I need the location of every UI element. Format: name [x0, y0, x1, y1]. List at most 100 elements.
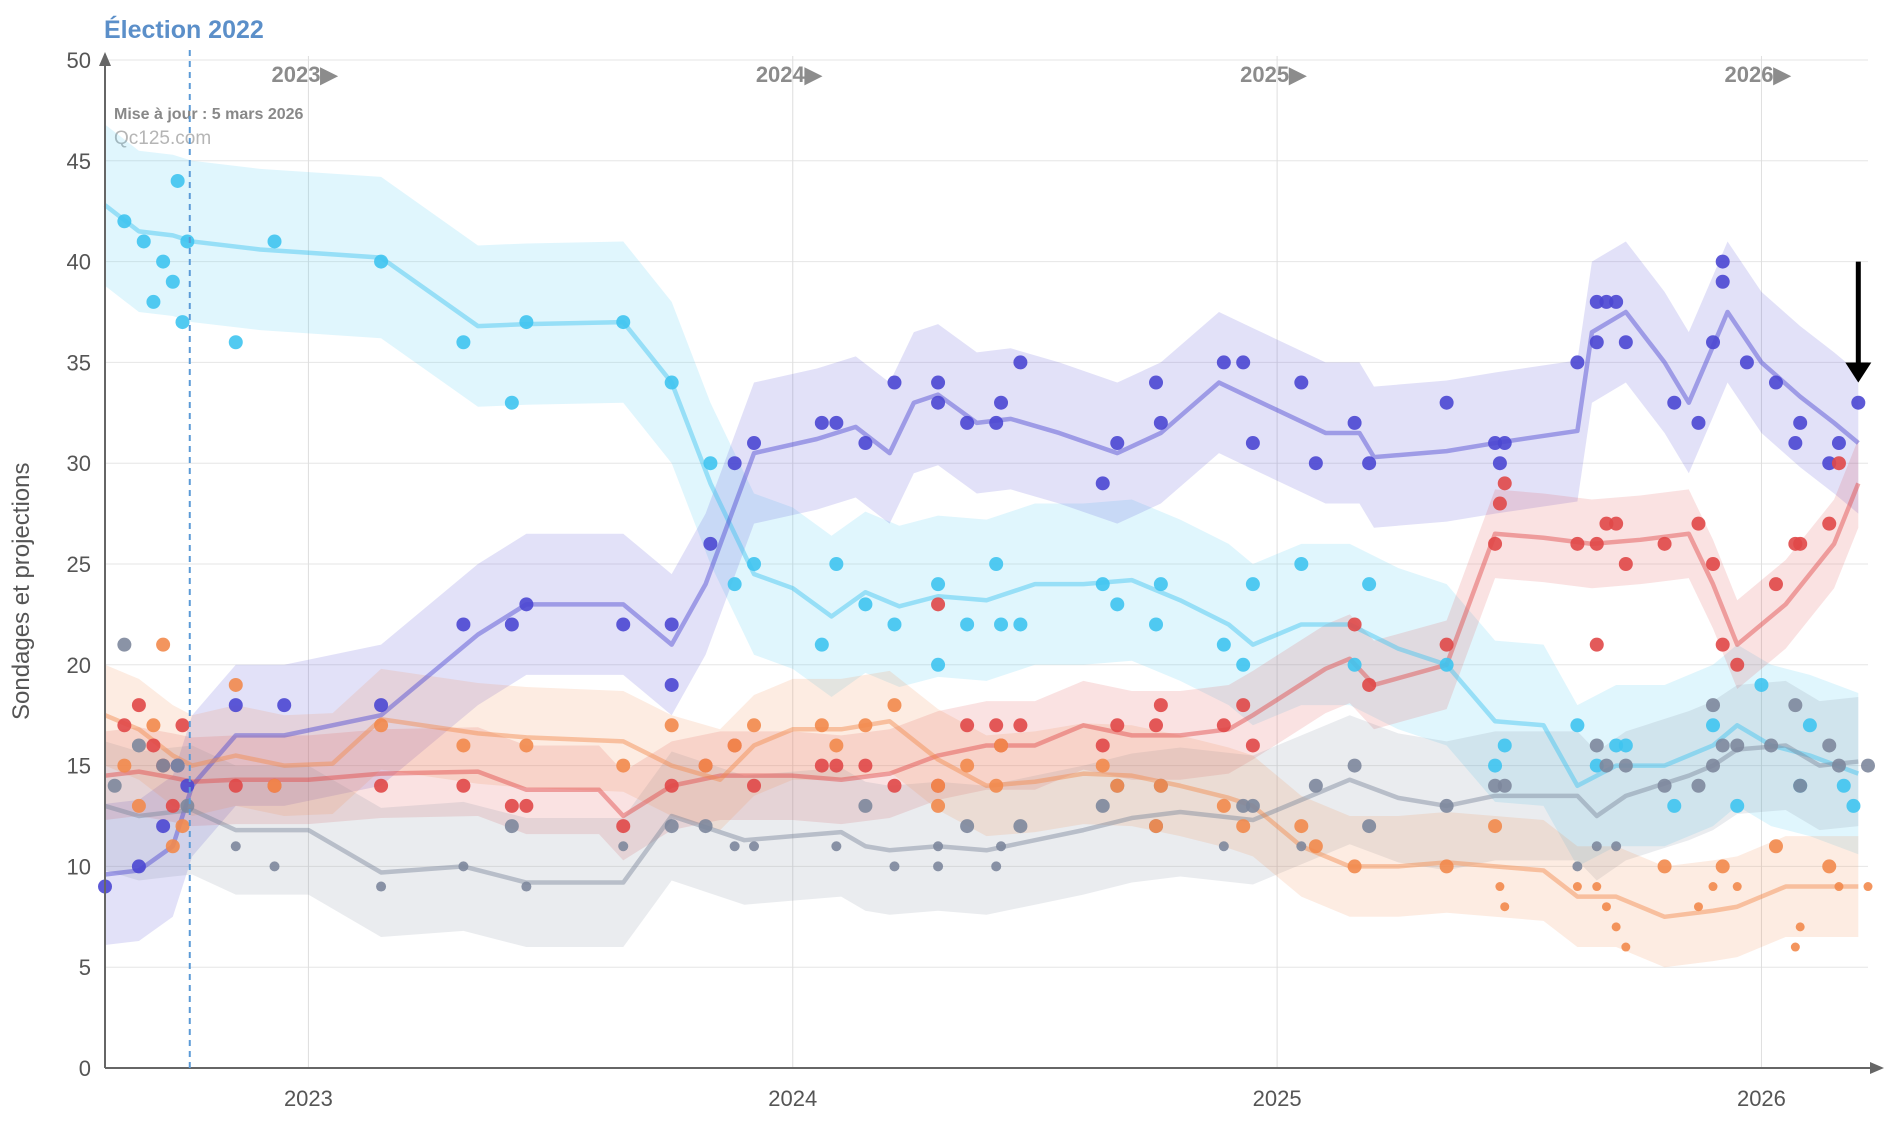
poll-point-pcq: [131, 738, 146, 753]
poll-point-caq: [1846, 798, 1861, 813]
poll-point-pcq: [1657, 778, 1672, 793]
poll-point-pcq: [1831, 758, 1846, 773]
poll-point-pcc: [1790, 942, 1800, 952]
poll-point-pcc: [1500, 902, 1510, 912]
poll-point-plq: [519, 798, 534, 813]
poll-point-caq: [989, 557, 1004, 571]
poll-point-pq: [664, 617, 679, 632]
poll-point-pcc: [1488, 819, 1503, 834]
poll-point-caq: [1706, 718, 1721, 733]
poll-point-pcq: [269, 861, 280, 872]
poll-point-pq: [1570, 355, 1585, 370]
poll-point-pcc: [1768, 839, 1783, 854]
trend-line-pq: [104, 309, 1860, 877]
poll-point-caq: [1013, 617, 1028, 632]
poll-point-pq: [1715, 254, 1730, 269]
poll-point-plq: [117, 718, 132, 733]
poll-point-pcc: [1439, 859, 1454, 874]
poll-point-plq: [887, 778, 902, 793]
poll-point-pcc: [1621, 942, 1631, 952]
poll-point-pcq: [1296, 841, 1307, 852]
poll-point-caq: [117, 214, 132, 229]
poll-point-pcc: [931, 778, 946, 793]
poll-point-pq: [747, 436, 762, 451]
poll-point-pq: [1589, 335, 1604, 350]
poll-point-pq: [1739, 355, 1754, 370]
poll-point-caq: [814, 637, 829, 652]
poll-point-pcc: [1601, 902, 1611, 912]
poll-point-pq: [456, 617, 471, 632]
poll-point-pq: [1589, 294, 1604, 309]
band-caq: [105, 124, 1859, 867]
year-marker-label: 2026▶: [1725, 62, 1792, 87]
y-axis-arrow: [99, 52, 111, 66]
grid: [105, 56, 1868, 1068]
poll-point-caq: [228, 335, 243, 350]
y-tick-label: 40: [67, 250, 91, 275]
poll-point-caq: [931, 657, 946, 672]
poll-point-plq: [175, 718, 190, 733]
poll-point-pq: [1831, 436, 1846, 451]
band-pcc: [105, 664, 1859, 968]
poll-point-pq: [1618, 335, 1633, 350]
poll-point-plq: [228, 778, 243, 793]
x-tick-label: 2026: [1737, 1086, 1786, 1111]
poll-point-pq: [228, 698, 243, 713]
poll-point-caq: [1570, 718, 1585, 733]
poll-point-pq: [814, 415, 829, 430]
poll-point-pq: [1851, 395, 1866, 410]
poll-point-pq: [1488, 436, 1503, 451]
poll-point-pcc: [1153, 778, 1168, 793]
poll-point-pcc: [616, 758, 631, 773]
poll-point-pq: [829, 415, 844, 430]
annotations: [188, 50, 1872, 1068]
poll-point-pcq: [1572, 861, 1583, 872]
poll-point-pcc: [698, 758, 713, 773]
y-tick-label: 45: [67, 149, 91, 174]
poll-point-pcc: [267, 778, 282, 793]
poll-point-pcc: [131, 798, 146, 813]
poll-point-pcc: [960, 758, 975, 773]
poll-point-pcc: [156, 637, 171, 652]
poll-point-caq: [1667, 798, 1682, 813]
poll-point-plq: [1589, 536, 1604, 551]
poll-point-plq: [1216, 718, 1231, 733]
poll-point-pcc: [1572, 882, 1582, 892]
poll-point-plq: [747, 778, 762, 793]
poll-point-pq: [1497, 436, 1512, 451]
poll-point-caq: [664, 375, 679, 390]
y-tick-label: 10: [67, 854, 91, 879]
poll-point-pcq: [1764, 738, 1779, 753]
poll-point-plq: [1618, 557, 1633, 571]
poll-point-caq: [1236, 657, 1251, 672]
poll-point-pq: [1667, 395, 1682, 410]
poll-point-pq: [277, 698, 292, 713]
poll-point-plq: [858, 758, 873, 773]
poll-point-caq: [703, 456, 718, 471]
poll-point-pcq: [1308, 778, 1323, 793]
poll-point-caq: [1347, 657, 1362, 672]
poll-point-pq: [1362, 456, 1377, 471]
poll-point-plq: [1822, 516, 1837, 531]
poll-point-pcq: [1599, 758, 1614, 773]
poll-point-pcc: [1693, 902, 1703, 912]
poll-point-caq: [887, 617, 902, 632]
poll-point-pq: [1788, 436, 1803, 451]
poll-point-pcq: [1861, 758, 1875, 773]
poll-point-plq: [131, 698, 146, 713]
poll-point-plq: [1095, 738, 1110, 753]
poll-point-pcc: [1495, 882, 1505, 892]
poll-point-pcq: [1236, 798, 1251, 813]
poll-point-pcc: [117, 758, 132, 773]
poll-point-plq: [1715, 637, 1730, 652]
poll-point-pcq: [504, 819, 519, 834]
poll-point-pcc: [829, 738, 844, 753]
poll-point-plq: [1347, 617, 1362, 632]
poll-point-pq: [1706, 335, 1721, 350]
poll-point-caq: [156, 254, 171, 269]
poll-point-plq: [664, 778, 679, 793]
chart-title: Élection 2022: [104, 16, 264, 44]
poll-point-caq: [456, 335, 471, 350]
poll-point-pq: [131, 859, 146, 874]
poll-point-pcc: [931, 798, 946, 813]
